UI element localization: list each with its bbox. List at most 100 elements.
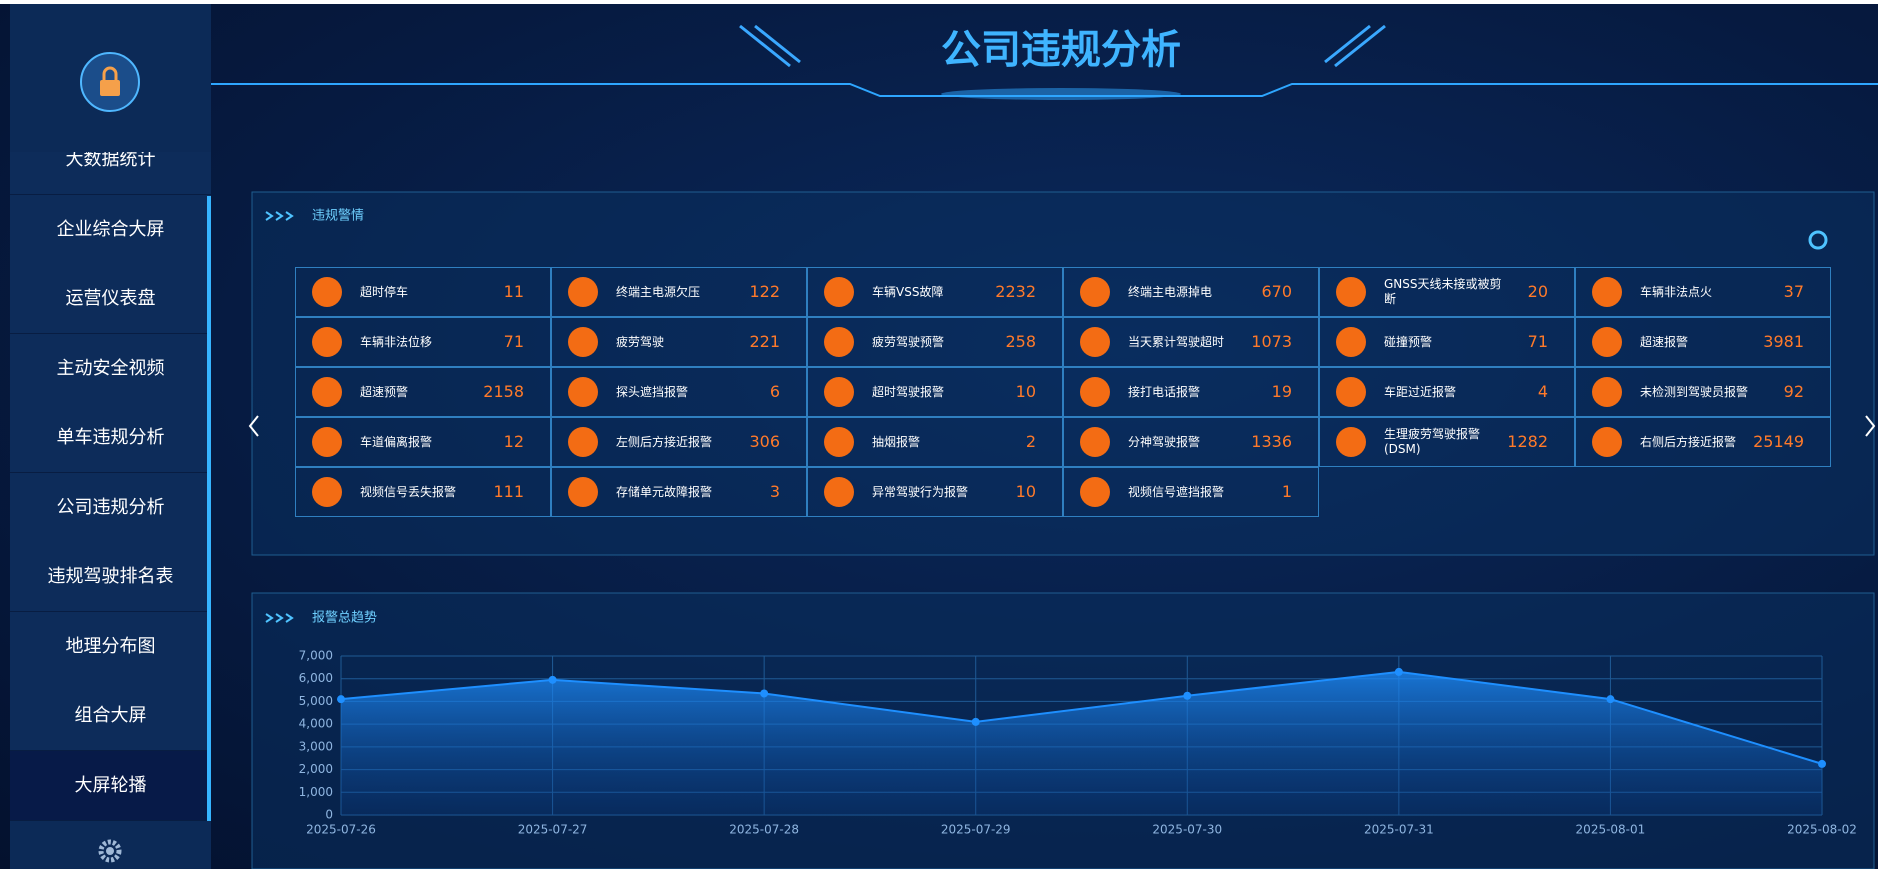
- alarm-icon: [568, 327, 598, 357]
- alarm-label: 车辆非法位移: [360, 334, 433, 349]
- page-title: 公司违规分析: [941, 27, 1181, 73]
- alarm-count: 10: [1015, 382, 1036, 401]
- x-tick-label: 2025-07-31: [1364, 823, 1434, 837]
- alarm-label: 分神驾驶报警: [1128, 434, 1201, 449]
- alarm-cell: 终端主电源掉电 670: [1063, 267, 1319, 317]
- menu-item[interactable]: 大屏轮播: [10, 750, 211, 821]
- alarm-count: 37: [1783, 282, 1804, 301]
- settings-button[interactable]: [10, 834, 211, 869]
- alarm-cell: 左侧后方接近报警 306: [551, 417, 807, 467]
- prev-arrow[interactable]: [248, 415, 259, 437]
- alarm-cell: 存储单元故障报警 3: [551, 467, 807, 517]
- area: [341, 671, 1822, 815]
- header-glow: [941, 88, 1181, 100]
- alarm-cell: 超速报警 3981: [1575, 317, 1831, 367]
- alarm-label: 超时驾驶报警: [872, 384, 945, 399]
- point: [1183, 691, 1192, 700]
- y-tick-label: 7,000: [299, 649, 333, 663]
- panel-deco: [265, 613, 294, 623]
- alarm-icon: [824, 377, 854, 407]
- menu-item[interactable]: 主动安全视频: [10, 333, 211, 404]
- logo-area: [10, 4, 211, 152]
- alarm-icon: [1592, 327, 1622, 357]
- alarm-icon: [1336, 327, 1366, 357]
- alarm-icon: [824, 277, 854, 307]
- y-tick-label: 4,000: [299, 717, 333, 731]
- alarm-icon: [312, 377, 342, 407]
- x-tick-label: 2025-07-29: [941, 823, 1011, 837]
- alarm-cell: 车辆非法点火 37: [1575, 267, 1831, 317]
- alarm-label: 左侧后方接近报警: [616, 434, 713, 449]
- alarm-label: GNSS天线未接或被剪断: [1384, 277, 1502, 306]
- next-arrow[interactable]: [1865, 415, 1876, 437]
- alarm-label: 车道偏离报警: [360, 434, 433, 449]
- menu-item[interactable]: 地理分布图: [10, 611, 211, 682]
- alarm-icon: [824, 327, 854, 357]
- alarm-label: 碰撞预警: [1384, 334, 1433, 349]
- alarm-count: 111: [493, 482, 524, 501]
- menu-item[interactable]: 违规驾驶排名表: [10, 542, 211, 612]
- alarm-label: 超时停车: [360, 284, 409, 299]
- y-tick-label: 0: [325, 808, 333, 822]
- alarm-icon: [1336, 427, 1366, 457]
- alarm-label: 生理疲劳驾驶报警(DSM): [1384, 427, 1481, 456]
- menu-item[interactable]: 公司违规分析: [10, 472, 211, 543]
- screen: 公司违规分析 违规警情 报警总趋势 0 1,000 2,000 3,000 4,000 5…: [0, 4, 1878, 869]
- alarm-icon: [568, 427, 598, 457]
- alarm-count: 25149: [1753, 432, 1804, 451]
- alarm-icon: [1336, 277, 1366, 307]
- menu-item[interactable]: 企业综合大屏: [10, 194, 211, 265]
- alarm-icon: [824, 477, 854, 507]
- alarm-count: 3: [769, 482, 780, 501]
- lock-icon: [80, 52, 140, 112]
- alarm-cell: 碰撞预警 71: [1319, 317, 1575, 367]
- alarm-cell: 当天累计驾驶超时 1073: [1063, 317, 1319, 367]
- alarm-label: 当天累计驾驶超时: [1128, 334, 1225, 349]
- alarm-icon: [312, 327, 342, 357]
- point: [548, 675, 557, 684]
- alarm-icon: [568, 277, 598, 307]
- alarm-cell: 生理疲劳驾驶报警(DSM) 1282: [1319, 417, 1575, 467]
- alarm-cell: 超时停车 11: [295, 267, 551, 317]
- alarm-cell: 抽烟报警 2: [807, 417, 1063, 467]
- alarm-label: 异常驾驶行为报警: [872, 484, 969, 499]
- alarm-cell: 车辆非法位移 71: [295, 317, 551, 367]
- alarm-cell: 疲劳驾驶预警 258: [807, 317, 1063, 367]
- alarm-icon: [568, 477, 598, 507]
- alarm-count: 20: [1527, 282, 1548, 301]
- alarm-count: 4: [1537, 382, 1548, 401]
- alarm-count: 1336: [1251, 432, 1292, 451]
- alarm-cell: 接打电话报警 19: [1063, 367, 1319, 417]
- x-tick-label: 2025-07-28: [729, 823, 799, 837]
- alarm-cell: 异常驾驶行为报警 10: [807, 467, 1063, 517]
- alarm-label: 车辆非法点火: [1640, 284, 1713, 299]
- alarm-cell: 终端主电源欠压 122: [551, 267, 807, 317]
- trend-chart: 0 1,000 2,000 3,000 4,000 5,000 6,000 7,000 2025…: [299, 649, 1857, 837]
- alarm-icon: [568, 377, 598, 407]
- scrollbar[interactable]: [207, 196, 211, 821]
- alarm-count: 71: [503, 332, 524, 351]
- menu-item[interactable]: 单车违规分析: [10, 403, 211, 473]
- menu-item[interactable]: 组合大屏: [10, 681, 211, 751]
- alarm-label: 超速预警: [360, 384, 409, 399]
- menu-item[interactable]: 运营仪表盘: [10, 264, 211, 334]
- settings-icon[interactable]: [1808, 230, 1828, 250]
- alarm-count: 92: [1783, 382, 1804, 401]
- header-deco: [1324, 24, 1386, 68]
- line: [340, 670, 1823, 765]
- alarm-cell: 视频信号遮挡报警 1: [1063, 467, 1319, 517]
- alarm-label: 存储单元故障报警: [616, 484, 713, 499]
- alarm-cell: 疲劳驾驶 221: [551, 317, 807, 367]
- y-tick-label: 2,000: [299, 762, 333, 776]
- alarm-icon: [312, 427, 342, 457]
- x-tick-label: 2025-07-26: [306, 823, 376, 837]
- y-tick-label: 6,000: [299, 671, 333, 685]
- sidebar: 大数据统计 企业综合大屏 运营仪表盘 主动安全视频 单车违规分析 公司违规分析 违规驾驶排名…: [10, 4, 211, 869]
- alarm-cell: 探头遮挡报警 6: [551, 367, 807, 417]
- x-tick-label: 2025-08-02: [1787, 823, 1857, 837]
- alarm-icon: [1080, 377, 1110, 407]
- alarm-label: 超速报警: [1640, 334, 1689, 349]
- alarm-cell: 超时驾驶报警 10: [807, 367, 1063, 417]
- point: [971, 717, 980, 726]
